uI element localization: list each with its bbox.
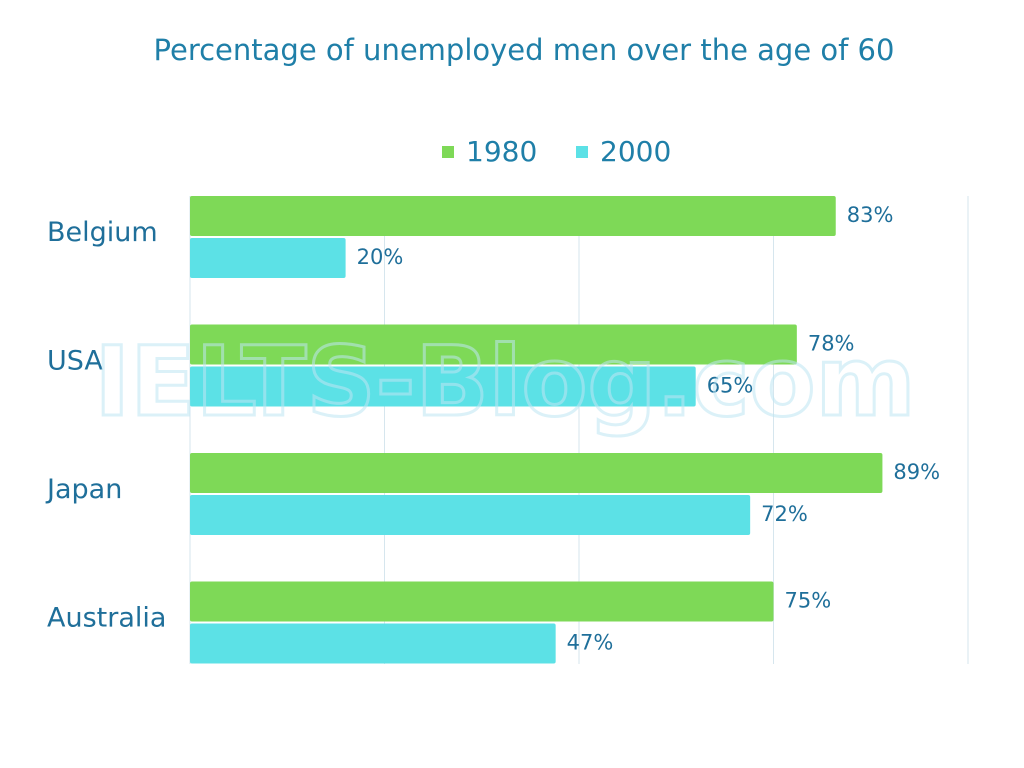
value-label-japan-1980: 89%: [893, 460, 940, 484]
bar-australia-2000: [190, 623, 556, 664]
bar-belgium-1980: [190, 196, 836, 236]
category-label-usa: USA: [47, 346, 103, 377]
value-label-usa-1980: 78%: [808, 332, 855, 356]
value-label-usa-2000: 65%: [707, 374, 754, 398]
category-labels: Belgium USA Japan Australia: [45, 217, 166, 634]
chart-title: Percentage of unemployed men over the ag…: [154, 33, 895, 67]
bar-japan-1980: [190, 453, 883, 493]
value-label-belgium-1980: 83%: [847, 203, 894, 227]
bar-usa-2000: [190, 366, 696, 407]
value-label-belgium-2000: 20%: [357, 245, 404, 269]
bar-japan-2000: [190, 495, 751, 535]
bars: [190, 196, 883, 664]
bar-usa-1980: [190, 324, 797, 365]
category-label-japan: Japan: [45, 474, 122, 505]
legend-label-1980: 1980: [466, 135, 537, 168]
category-label-australia: Australia: [47, 603, 166, 634]
category-label-belgium: Belgium: [47, 217, 158, 248]
legend: 1980 2000: [442, 135, 671, 168]
bar-australia-1980: [190, 581, 774, 622]
legend-swatch-2000: [576, 146, 588, 158]
value-label-australia-1980: 75%: [785, 589, 832, 613]
value-label-australia-2000: 47%: [567, 631, 614, 655]
bar-belgium-2000: [190, 238, 346, 278]
legend-swatch-1980: [442, 146, 454, 158]
watermark: IELTS-Blog.com: [94, 326, 915, 438]
value-labels: 83% 20% 78% 65% 89% 72% 75% 47%: [357, 203, 941, 655]
value-label-japan-2000: 72%: [761, 502, 808, 526]
legend-label-2000: 2000: [600, 135, 671, 168]
